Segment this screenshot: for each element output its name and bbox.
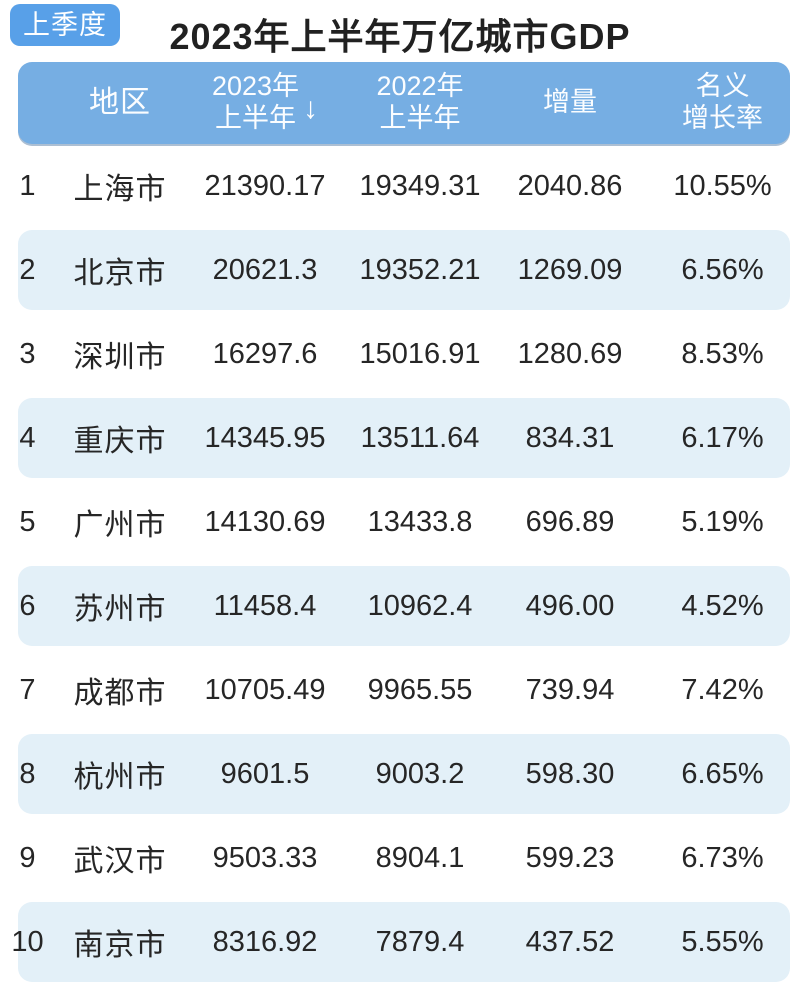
city-cell: 武汉市: [73, 845, 167, 878]
rank-cell: 9: [19, 841, 36, 874]
rank-cell: 4: [19, 421, 36, 454]
growth-cell: 6.56%: [681, 253, 764, 286]
gdp-2023-cell: 8316.92: [212, 925, 318, 958]
increase-cell: 1269.09: [517, 253, 623, 286]
page-title: 2023年上半年万亿城市GDP: [169, 16, 631, 57]
growth-cell: 8.53%: [681, 337, 764, 370]
growth-cell: 6.17%: [681, 421, 764, 454]
header-region: 地区: [89, 86, 151, 120]
rank-cell: 7: [19, 673, 36, 706]
table-row: 9 武汉市 9503.33 8904.1 599.23 6.73%: [0, 816, 800, 900]
city-cell: 深圳市: [73, 341, 167, 374]
increase-cell: 834.31: [525, 421, 615, 454]
gdp-2022-cell: 15016.91: [359, 337, 481, 370]
top-bar: 上季度 2023年上半年万亿城市GDP: [0, 0, 800, 58]
gdp-2023-cell: 16297.6: [212, 337, 318, 370]
increase-cell: 739.94: [525, 673, 615, 706]
gdp-2022-cell: 13511.64: [360, 421, 480, 454]
gdp-2022-cell: 9003.2: [375, 757, 465, 790]
rank-cell: 1: [19, 169, 36, 202]
sort-descending-icon[interactable]: ↓: [303, 92, 319, 126]
gdp-2023-cell: 14130.69: [204, 505, 326, 538]
gdp-2022-cell: 19352.21: [359, 253, 481, 286]
city-cell: 上海市: [73, 173, 167, 206]
increase-cell: 598.30: [525, 757, 615, 790]
gdp-2022-cell: 9965.55: [367, 673, 473, 706]
city-cell: 重庆市: [73, 425, 167, 458]
city-cell: 成都市: [73, 677, 167, 710]
growth-cell: 5.55%: [681, 925, 764, 958]
increase-cell: 496.00: [525, 589, 615, 622]
increase-cell: 1280.69: [517, 337, 623, 370]
header-2023-line2: 上半年: [214, 103, 296, 133]
gdp-2022-cell: 19349.31: [359, 169, 481, 202]
table-body: 1 上海市 21390.17 19349.31 2040.86 10.55% 2…: [0, 144, 800, 984]
growth-cell: 10.55%: [673, 169, 772, 202]
rank-cell: 2: [19, 253, 36, 286]
header-2022-line2: 上半年: [379, 103, 461, 133]
header-2023-h1[interactable]: 2023年 上半年 ↓: [185, 71, 345, 135]
increase-cell: 599.23: [525, 841, 615, 874]
table-row: 8 杭州市 9601.5 9003.2 598.30 6.65%: [0, 732, 800, 816]
growth-cell: 4.52%: [681, 589, 764, 622]
increase-cell: 696.89: [525, 505, 615, 538]
growth-cell: 7.42%: [681, 673, 764, 706]
rank-cell: 8: [19, 757, 36, 790]
header-2023-line1: 2023年: [211, 71, 300, 102]
gdp-2022-cell: 10962.4: [367, 589, 473, 622]
city-cell: 广州市: [73, 509, 167, 542]
increase-cell: 437.52: [525, 925, 615, 958]
gdp-2022-cell: 7879.4: [375, 925, 465, 958]
header-increase: 增量: [543, 87, 597, 118]
gdp-2022-cell: 8904.1: [375, 841, 465, 874]
gdp-2023-cell: 9503.33: [212, 841, 318, 874]
growth-cell: 5.19%: [681, 505, 764, 538]
rank-cell: 3: [19, 337, 36, 370]
table-row: 3 深圳市 16297.6 15016.91 1280.69 8.53%: [0, 312, 800, 396]
growth-cell: 6.65%: [681, 757, 764, 790]
gdp-table: 地区 2023年 上半年 ↓ 2022年 上半年 增量 名义 增长率 1 上海市…: [0, 62, 800, 984]
city-cell: 南京市: [73, 929, 167, 962]
table-row: 2 北京市 20621.3 19352.21 1269.09 6.56%: [0, 228, 800, 312]
gdp-2023-cell: 11458.4: [213, 589, 317, 622]
header-2022-h1: 2022年 上半年: [345, 71, 495, 135]
gdp-2023-cell: 20621.3: [212, 253, 318, 286]
table-row: 7 成都市 10705.49 9965.55 739.94 7.42%: [0, 648, 800, 732]
growth-cell: 6.73%: [681, 841, 764, 874]
rank-cell: 10: [11, 925, 44, 958]
header-nominal-growth: 名义 增长率: [645, 71, 800, 135]
table-header-row: 地区 2023年 上半年 ↓ 2022年 上半年 增量 名义 增长率: [0, 62, 800, 144]
gdp-2023-cell: 10705.49: [204, 673, 326, 706]
increase-cell: 2040.86: [517, 169, 623, 202]
table-row: 1 上海市 21390.17 19349.31 2040.86 10.55%: [0, 144, 800, 228]
header-2022-line1: 2022年: [376, 71, 464, 102]
city-cell: 杭州市: [73, 761, 167, 794]
rank-cell: 6: [19, 589, 36, 622]
table-row: 10 南京市 8316.92 7879.4 437.52 5.55%: [0, 900, 800, 984]
table-row: 5 广州市 14130.69 13433.8 696.89 5.19%: [0, 480, 800, 564]
table-row: 4 重庆市 14345.95 13511.64 834.31 6.17%: [0, 396, 800, 480]
previous-quarter-badge[interactable]: 上季度: [10, 4, 120, 46]
city-cell: 苏州市: [73, 593, 167, 626]
gdp-2022-cell: 13433.8: [367, 505, 473, 538]
table-row: 6 苏州市 11458.4 10962.4 496.00 4.52%: [0, 564, 800, 648]
header-growth-line2: 增长率: [682, 103, 763, 133]
gdp-2023-cell: 21390.17: [204, 169, 326, 202]
gdp-2023-cell: 14345.95: [204, 421, 326, 454]
rank-cell: 5: [19, 505, 36, 538]
gdp-2023-cell: 9601.5: [220, 757, 310, 790]
city-cell: 北京市: [73, 257, 167, 290]
header-growth-line1: 名义: [695, 71, 750, 102]
